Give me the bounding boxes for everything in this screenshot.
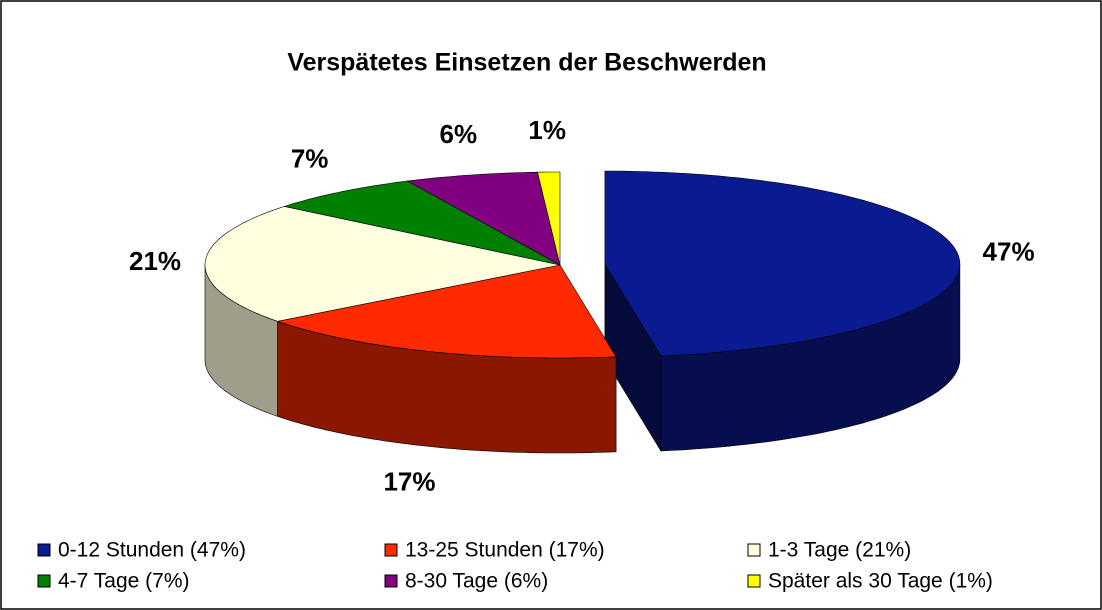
legend-swatch [37, 574, 51, 588]
data-label: 17% [383, 466, 435, 496]
legend-swatch [747, 543, 761, 557]
legend: 0-12 Stunden (47%) 13-25 Stunden (17%) 1-3… [37, 539, 993, 593]
legend-label: 8-30 Tage (6%) [405, 570, 548, 593]
data-label: 6% [439, 119, 477, 149]
legend-swatch [384, 574, 398, 588]
data-label: 21% [129, 246, 181, 276]
slice [406, 171, 561, 266]
data-labels: 47% 17% 21% 7% 6% 1% [129, 115, 1035, 496]
slice [204, 206, 561, 322]
data-label: 47% [983, 236, 1035, 266]
pie-tops [204, 170, 961, 359]
slice [537, 171, 561, 266]
legend-swatch [384, 543, 398, 557]
legend-swatch [37, 543, 51, 557]
legend-label: 1-3 Tage (21%) [768, 539, 911, 562]
legend-label: 4-7 Tage (7%) [58, 570, 190, 593]
slice [604, 170, 961, 357]
legend-label: 13-25 Stunden (17%) [405, 539, 605, 562]
pie-walls [204, 263, 961, 454]
legend-label: Später als 30 Tage (1%) [768, 570, 993, 593]
legend-swatch [747, 574, 761, 588]
slice [283, 180, 561, 266]
chart-title: Verspätetes Einsetzen der Beschwerden [287, 49, 766, 77]
slice [276, 264, 617, 359]
legend-label: 0-12 Stunden (47%) [58, 539, 246, 562]
data-label: 1% [528, 115, 566, 145]
data-label: 7% [291, 143, 329, 173]
